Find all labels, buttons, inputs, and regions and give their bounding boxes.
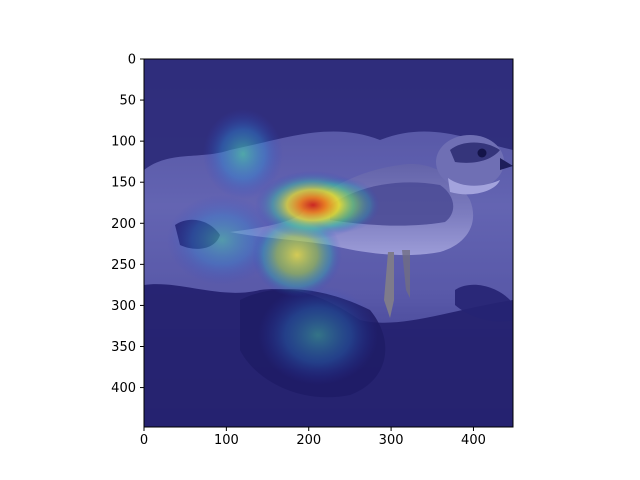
y-tick-label: 300 xyxy=(111,299,136,314)
x-tick-label: 300 xyxy=(379,433,404,448)
plot-frame xyxy=(143,58,514,428)
bird-beak xyxy=(500,158,513,170)
plot-area xyxy=(144,59,513,427)
x-tick-label: 400 xyxy=(461,433,486,448)
y-axis: 0 50 100 150 200 250 300 350 400 xyxy=(111,53,144,396)
y-tick-label: 0 xyxy=(128,53,136,68)
x-tick-label: 100 xyxy=(214,433,239,448)
y-tick-label: 100 xyxy=(111,135,136,150)
y-tick-label: 150 xyxy=(111,176,136,191)
heatmap-overlay xyxy=(167,109,380,385)
bird-eye xyxy=(477,148,487,158)
bird-leg xyxy=(384,252,394,318)
y-tick-label: 200 xyxy=(111,217,136,232)
small-debris-right xyxy=(455,284,513,322)
heatmap-region-bottom xyxy=(258,285,378,385)
y-tick-label: 350 xyxy=(111,340,136,355)
heatmap-region-peak xyxy=(255,171,371,239)
heatmap-region-left-upper xyxy=(203,109,283,199)
x-axis: 0 100 200 300 400 xyxy=(140,427,486,448)
y-tick-label: 50 xyxy=(119,94,136,109)
bird-leg-2 xyxy=(402,250,410,298)
y-tick-label: 400 xyxy=(111,381,136,396)
bird-face-mark xyxy=(450,142,500,163)
x-tick-label: 200 xyxy=(296,433,321,448)
y-tick-label: 250 xyxy=(111,258,136,273)
heatmap-region-left xyxy=(167,195,277,285)
x-tick-label: 0 xyxy=(140,433,148,448)
bird-collar xyxy=(448,178,500,195)
